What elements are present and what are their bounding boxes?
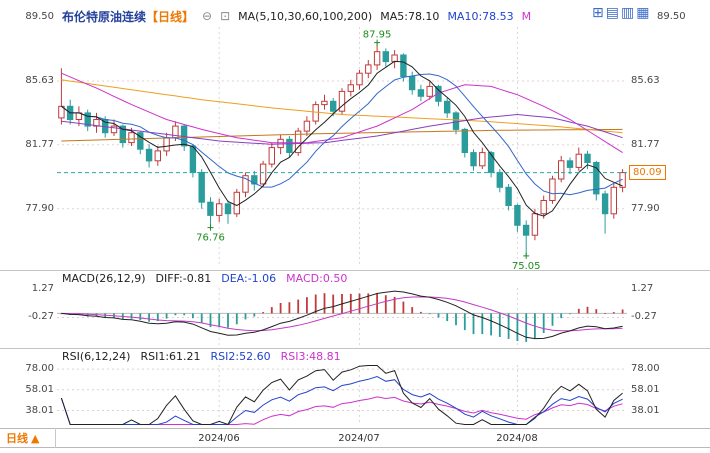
price-axis-label-right-3: 77.90 <box>631 203 660 214</box>
x-axis-label-1: 2024/07 <box>338 433 380 444</box>
layout-grid-icon[interactable]: ▦ <box>636 5 650 21</box>
period-tag: 【日线】 <box>146 9 195 24</box>
macd-diff-label: DIFF:-0.81 <box>155 272 212 285</box>
rsi-axis-label-left-2: 38.01 <box>25 405 54 416</box>
macd-dea-label: DEA:-1.06 <box>221 272 277 285</box>
svg-text:76.76: 76.76 <box>196 233 225 244</box>
period-selector-label: 日线 <box>6 432 28 445</box>
rsi1-label: RSI1:61.21 <box>140 350 201 363</box>
candles-layer[interactable] <box>58 42 626 256</box>
svg-text:87.95: 87.95 <box>363 30 392 41</box>
price-axis-label-right-0: 89.50 <box>657 11 686 22</box>
layout-cross-icon[interactable]: ⊞ <box>592 5 604 21</box>
last-price-tag: 80.09 <box>629 165 666 180</box>
price-axis-label-right-2: 81.77 <box>631 139 660 150</box>
x-axis-label-0: 2024/06 <box>198 433 240 444</box>
bottom-status-bar <box>0 428 710 448</box>
rsi-params-label: RSI(6,12,24) <box>62 350 131 363</box>
toolbar-icons: ⊞ ▤ ▥ ▦ <box>592 5 649 21</box>
macd-legend: MACD(26,12,9) DIFF:-0.81 DEA:-1.06 MACD:… <box>62 272 347 285</box>
macd-axis-label-right-1: -0.27 <box>631 311 657 322</box>
rsi-axis-label-left-0: 78.00 <box>25 363 54 374</box>
ma10-value-label: MA10:78.53 <box>447 9 514 23</box>
layout-columns-icon[interactable]: ▥ <box>620 5 635 21</box>
macd-params-label: MACD(26,12,9) <box>62 272 146 285</box>
rsi3-label: RSI3:48.81 <box>280 350 341 363</box>
chevron-up-icon: ▲ <box>31 431 40 445</box>
macd-value-label: MACD:0.50 <box>286 272 348 285</box>
macd-axis-label-left-0: 1.27 <box>31 283 54 294</box>
period-selector[interactable]: 日线 ▲ <box>0 428 56 448</box>
rsi-panel-layer <box>57 365 627 426</box>
macd-axis-label-right-0: 1.27 <box>631 283 654 294</box>
svg-text:75.05: 75.05 <box>512 261 541 272</box>
layout-rows-icon[interactable]: ▤ <box>605 5 619 21</box>
chart-header: 布伦特原油连续 【日线】 ⊖ ⊡ MA(5,10,30,60,100,200) M… <box>62 7 590 25</box>
rsi-axis-label-right-2: 38.01 <box>631 405 660 416</box>
price-axis-label-left-0: 89.50 <box>25 11 54 22</box>
panel-separators <box>0 270 710 349</box>
ma-group-label: MA(5,10,30,60,100,200) <box>238 9 373 23</box>
instrument-title: 布伦特原油连续 <box>62 9 147 24</box>
rsi-axis-label-right-0: 78.00 <box>631 363 660 374</box>
price-annotations: 87.95 76.76 75.05 <box>196 30 540 272</box>
macd-panel-layer <box>57 290 627 342</box>
zoom-out-icon[interactable]: ⊖ <box>202 9 213 23</box>
ma30-value-label-truncated: M <box>521 9 532 23</box>
rsi-axis-label-left-1: 58.01 <box>25 384 54 395</box>
macd-axis-label-left-1: -0.27 <box>28 311 54 322</box>
indicator-tag-icon[interactable]: ⊡ <box>220 9 231 23</box>
grid-layer <box>57 27 627 425</box>
rsi2-label: RSI2:52.60 <box>210 350 271 363</box>
ma5-value-label: MA5:78.10 <box>380 9 440 23</box>
price-axis-label-left-1: 85.63 <box>25 75 54 86</box>
ma-lines-layer <box>61 60 623 217</box>
rsi-axis-label-right-1: 58.01 <box>631 384 660 395</box>
x-axis-label-2: 2024/08 <box>496 433 538 444</box>
price-axis-label-left-3: 77.90 <box>25 203 54 214</box>
price-axis-label-right-1: 85.63 <box>631 75 660 86</box>
price-axis-label-left-2: 81.77 <box>25 139 54 150</box>
rsi-legend: RSI(6,12,24) RSI1:61.21 RSI2:52.60 RSI3:… <box>62 350 341 363</box>
